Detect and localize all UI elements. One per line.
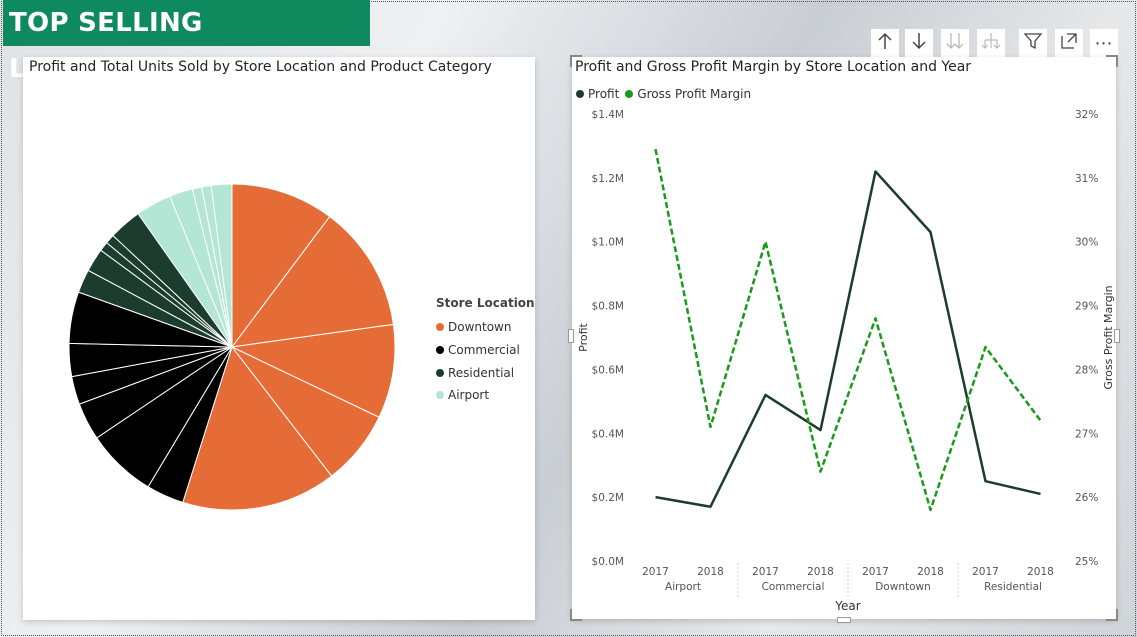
- double-arrow-down-icon: [945, 31, 965, 56]
- y-tick-label: $0.0M: [592, 556, 624, 568]
- resize-corner-top-right[interactable]: [1106, 55, 1118, 67]
- y-axis-title: Profit: [577, 322, 590, 351]
- legend-item-gross-profit-margin[interactable]: Gross Profit Margin: [625, 87, 751, 101]
- focus-mode-button[interactable]: [1055, 29, 1083, 57]
- legend-dot-downtown: [436, 323, 444, 332]
- expand-hierarchy-button[interactable]: [977, 29, 1005, 57]
- x-tick-label: 2017: [862, 566, 889, 578]
- y2-tick-label: 29%: [1075, 301, 1098, 313]
- y2-axis-title: Gross Profit Margin: [1102, 285, 1115, 389]
- y-tick-label: $1.0M: [592, 237, 624, 249]
- legend-item-commercial[interactable]: Commercial: [436, 339, 535, 362]
- focus-mode-icon: [1059, 31, 1079, 56]
- x-tick-label: 2018: [807, 566, 834, 578]
- resize-corner-bottom-right[interactable]: [1106, 609, 1118, 621]
- pie-slice-airport[interactable]: [210, 183, 233, 348]
- pie-chart-visual[interactable]: Profit and Total Units Sold by Store Loc…: [23, 57, 535, 620]
- x-group-label: Residential: [984, 581, 1042, 593]
- y-tick-label: $0.2M: [592, 492, 624, 504]
- arrow-down-icon: [910, 31, 928, 56]
- line-chart-title: Profit and Gross Profit Margin by Store …: [575, 59, 972, 75]
- filter-button[interactable]: [1019, 29, 1047, 57]
- y2-tick-label: 31%: [1075, 173, 1098, 185]
- y2-tick-label: 27%: [1075, 428, 1098, 440]
- x-axis-title: Year: [834, 599, 860, 613]
- line-legend: Profit Gross Profit Margin: [576, 87, 757, 101]
- y2-tick-label: 32%: [1075, 109, 1098, 121]
- y-tick-label: $1.4M: [592, 109, 624, 121]
- pie-chart-title: Profit and Total Units Sold by Store Loc…: [29, 59, 492, 75]
- legend-dot-profit: [576, 90, 584, 98]
- y2-tick-label: 30%: [1075, 237, 1098, 249]
- y2-tick-label: 25%: [1075, 556, 1098, 568]
- line-chart-visual[interactable]: Profit and Gross Profit Margin by Store …: [568, 55, 1120, 623]
- series-line-gross-profit-margin[interactable]: [654, 148, 1042, 512]
- y-tick-label: $1.2M: [592, 173, 624, 185]
- legend-label: Profit: [588, 87, 620, 101]
- page-title: TOP SELLING LOCATIONS: [3, 0, 370, 84]
- pie-slice-downtown[interactable]: [230, 323, 396, 418]
- drill-up-button[interactable]: [871, 29, 899, 57]
- legend-label: Commercial: [448, 343, 520, 358]
- pie-legend: Store Location Downtown Commercial Resid…: [436, 296, 535, 407]
- legend-item-airport[interactable]: Airport: [436, 384, 535, 407]
- legend-item-profit[interactable]: Profit: [576, 87, 619, 101]
- legend-dot-residential: [436, 368, 444, 377]
- resize-corner-bottom-left[interactable]: [570, 609, 582, 621]
- x-tick-label: 2018: [697, 566, 724, 578]
- legend-label: Residential: [448, 365, 515, 380]
- x-group-label: Commercial: [762, 581, 825, 593]
- x-tick-label: 2017: [972, 566, 999, 578]
- resize-handle-left[interactable]: [568, 329, 574, 343]
- pie-chart: [68, 183, 396, 511]
- fork-down-icon: [981, 31, 1001, 56]
- x-group-label: Downtown: [875, 581, 931, 593]
- resize-handle-right[interactable]: [1114, 329, 1120, 343]
- y-tick-label: $0.8M: [592, 301, 624, 313]
- series-line-profit[interactable]: [655, 170, 1041, 508]
- resize-corner-top-left[interactable]: [570, 55, 582, 67]
- pie-slice-downtown[interactable]: [230, 215, 394, 348]
- x-tick-label: 2018: [917, 566, 944, 578]
- legend-label: Gross Profit Margin: [637, 87, 752, 101]
- legend-label: Airport: [448, 388, 490, 403]
- pie-slice-downtown[interactable]: [182, 345, 333, 511]
- legend-item-downtown[interactable]: Downtown: [436, 316, 535, 339]
- more-options-button[interactable]: ⋯: [1090, 29, 1118, 57]
- y2-tick-label: 26%: [1075, 492, 1098, 504]
- legend-item-residential[interactable]: Residential: [436, 361, 535, 384]
- line-chart: $0.0M $0.2M $0.4M $0.6M $0.8M $1.0M $1.2M $1.4M…: [577, 109, 1115, 613]
- arrow-up-icon: [876, 31, 894, 56]
- x-tick-label: 2018: [1027, 566, 1054, 578]
- legend-dot-airport: [436, 391, 444, 400]
- y-tick-label: $0.4M: [592, 428, 624, 440]
- more-options-icon: ⋯: [1094, 32, 1114, 54]
- y-tick-label: $0.6M: [592, 364, 624, 376]
- x-group-label: Airport: [665, 581, 701, 593]
- legend-dot-commercial: [436, 346, 444, 355]
- legend-label: Downtown: [448, 320, 512, 335]
- filter-icon: [1023, 31, 1043, 56]
- drill-down-button[interactable]: [905, 29, 933, 57]
- legend-dot-gross-profit-margin: [625, 90, 634, 98]
- next-level-button[interactable]: [941, 29, 969, 57]
- pie-slice-downtown[interactable]: [231, 183, 331, 349]
- x-tick-label: 2017: [752, 566, 779, 578]
- resize-handle-bottom[interactable]: [837, 617, 851, 623]
- legend-title: Store Location: [436, 296, 535, 310]
- x-tick-label: 2017: [642, 566, 669, 578]
- y2-tick-label: 28%: [1075, 364, 1098, 376]
